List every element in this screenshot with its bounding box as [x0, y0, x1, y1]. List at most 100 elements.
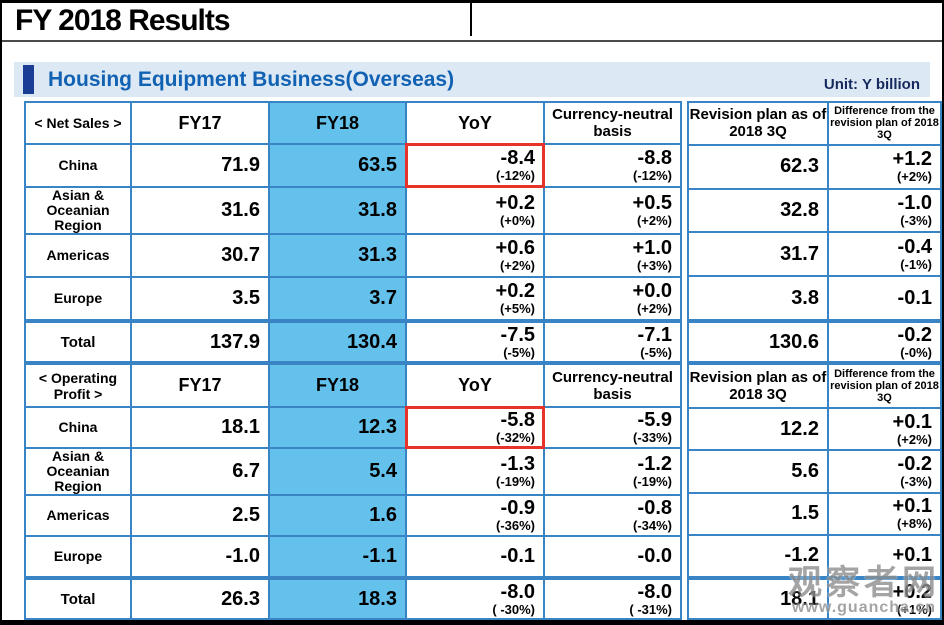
table-row: 31.7 -0.4 (-1%): [687, 231, 942, 278]
currency-neutral-cell: -7.1 (-5%): [543, 321, 682, 363]
total-label: Total: [24, 321, 132, 363]
table-row: Asian & Oceanian Region 6.7 5.4 -1.3 (-19…: [24, 447, 682, 496]
yoy-cell: -1.3 (-19%): [405, 447, 545, 496]
fy17-cell: 71.9: [130, 143, 270, 188]
currency-neutral-cell: -0.0: [543, 535, 682, 578]
revision-cell: 3.8: [687, 275, 829, 321]
section-banner: Housing Equipment Business(Overseas) Uni…: [14, 62, 930, 97]
yoy-cell: -8.0( -30%): [405, 578, 545, 620]
table-row: 1.5 +0.1 (+8%): [687, 491, 942, 536]
fy17-cell: 30.7: [130, 233, 270, 278]
fy18-cell: 130.4: [268, 321, 407, 363]
revision-cell: -1.2: [687, 533, 829, 579]
col-currency-neutral: Currency-neutral basis: [543, 101, 682, 145]
unit-label: Unit: Y billion: [823, 76, 920, 93]
fy17-cell: 137.9: [130, 321, 270, 363]
operating-profit-table: < Operating Profit > FY17 FY18 YoY Curre…: [24, 362, 942, 579]
fy17-cell: 18.1: [130, 406, 270, 449]
col-fy18: FY18: [268, 363, 407, 408]
revision-cell: 12.2: [687, 407, 829, 452]
operating-profit-caption: < Operating Profit >: [24, 363, 132, 408]
col-currency-neutral: Currency-neutral basis: [543, 363, 682, 408]
revision-cell: 5.6: [687, 449, 829, 494]
currency-neutral-cell: -1.2 (-19%): [543, 447, 682, 496]
tables-area: < Net Sales > FY17 FY18 YoY Currency-neu…: [24, 101, 942, 620]
fy18-cell: 12.3: [268, 406, 407, 449]
fy18-cell: 3.7: [268, 276, 407, 321]
table-row: Europe -1.0 -1.1 -0.1 -0.0: [24, 535, 682, 578]
row-label: Europe: [24, 535, 132, 578]
net-sales-main-left: < Net Sales > FY17 FY18 YoY Currency-neu…: [24, 101, 682, 321]
row-label: Asian & Oceanian Region: [24, 186, 132, 235]
yoy-cell-highlighted: -5.8 (-32%): [405, 406, 545, 449]
operating-profit-main-left: < Operating Profit > FY17 FY18 YoY Curre…: [24, 363, 682, 578]
currency-neutral-cell: +1.0 (+3%): [543, 233, 682, 278]
net-sales-main-right: Revision plan as of 2018 3Q Difference f…: [687, 101, 942, 321]
row-label: China: [24, 406, 132, 449]
currency-neutral-cell: -5.9 (-33%): [543, 406, 682, 449]
difference-cell: -0.4 (-1%): [827, 231, 942, 278]
table-row: Asian & Oceanian Region 31.6 31.8 +0.2 (+…: [24, 186, 682, 235]
total-label: Total: [24, 578, 132, 620]
difference-cell: +0.1 (+2%): [827, 407, 942, 452]
table-row: Americas 30.7 31.3 +0.6 (+2%) +1.0 (+3%): [24, 233, 682, 278]
currency-neutral-cell: -0.8 (-34%): [543, 494, 682, 537]
fy18-cell: 31.3: [268, 233, 407, 278]
difference-cell: -1.0 (-3%): [827, 187, 942, 234]
table-row: Americas 2.5 1.6 -0.9 (-36%) -0.8 (-34%): [24, 494, 682, 537]
col-fy18: FY18: [268, 101, 407, 145]
fy17-cell: -1.0: [130, 535, 270, 578]
net-sales-caption: < Net Sales >: [24, 101, 132, 145]
operating-profit-main-right: Revision plan as of 2018 3Q Difference f…: [687, 362, 942, 579]
col-difference: Difference from the revision plan of 201…: [827, 101, 942, 146]
row-label: China: [24, 143, 132, 188]
yoy-cell: -0.1: [405, 535, 545, 578]
yoy-cell: +0.2 (+5%): [405, 276, 545, 321]
title-vertical-divider: [470, 3, 472, 36]
banner-accent-bar: [23, 65, 34, 94]
col-fy17: FY17: [130, 101, 270, 145]
yoy-cell: -7.5 (-5%): [405, 321, 545, 363]
col-revision-plan: Revision plan as of 2018 3Q: [687, 101, 829, 146]
table-row: 62.3 +1.2 (+2%): [687, 143, 942, 190]
col-revision-plan: Revision plan as of 2018 3Q: [687, 362, 829, 410]
operating-profit-total-row: Total 26.3 18.3 -8.0( -30%) -8.0( -31%) …: [24, 578, 942, 620]
revision-cell: 1.5: [687, 491, 829, 536]
fy17-cell: 2.5: [130, 494, 270, 537]
difference-cell: +0.1 (+8%): [827, 491, 942, 536]
difference-cell: -0.2 (-3%): [827, 449, 942, 494]
difference-cell: -0.2 (-0%): [827, 321, 942, 363]
row-label: Americas: [24, 494, 132, 537]
net-sales-table: < Net Sales > FY17 FY18 YoY Currency-neu…: [24, 101, 942, 321]
table-row: Europe 3.5 3.7 +0.2 (+5%) +0.0 (+2%): [24, 276, 682, 321]
fy17-cell: 3.5: [130, 276, 270, 321]
operating-profit-total-right: 18.1 +0.2 (+1%): [687, 578, 942, 620]
section-title: Housing Equipment Business(Overseas): [48, 67, 455, 91]
fy18-cell: 5.4: [268, 447, 407, 496]
currency-neutral-cell: +0.0 (+2%): [543, 276, 682, 321]
table-row: -1.2 +0.1: [687, 533, 942, 579]
currency-neutral-cell: +0.5 (+2%): [543, 186, 682, 235]
revision-cell: 130.6: [687, 321, 829, 363]
col-yoy: YoY: [405, 101, 545, 145]
currency-neutral-cell: -8.8 (-12%): [543, 143, 682, 188]
revision-cell: 18.1: [687, 578, 829, 620]
difference-cell: +1.2 (+2%): [827, 143, 942, 190]
net-sales-total-right: 130.6 -0.2 (-0%): [687, 321, 942, 363]
difference-cell: +0.1: [827, 533, 942, 579]
difference-cell: -0.1: [827, 275, 942, 321]
revision-cell: 31.7: [687, 231, 829, 278]
revision-cell: 62.3: [687, 143, 829, 190]
fy18-cell: 31.8: [268, 186, 407, 235]
fy18-cell: 63.5: [268, 143, 407, 188]
fy18-cell: -1.1: [268, 535, 407, 578]
fy17-cell: 31.6: [130, 186, 270, 235]
table-row: 12.2 +0.1 (+2%): [687, 407, 942, 452]
yoy-cell: -0.9 (-36%): [405, 494, 545, 537]
table-row: 5.6 -0.2 (-3%): [687, 449, 942, 494]
table-row: 32.8 -1.0 (-3%): [687, 187, 942, 234]
fy17-cell: 26.3: [130, 578, 270, 620]
difference-cell: +0.2 (+1%): [827, 578, 942, 620]
currency-neutral-cell: -8.0( -31%): [543, 578, 682, 620]
col-yoy: YoY: [405, 363, 545, 408]
